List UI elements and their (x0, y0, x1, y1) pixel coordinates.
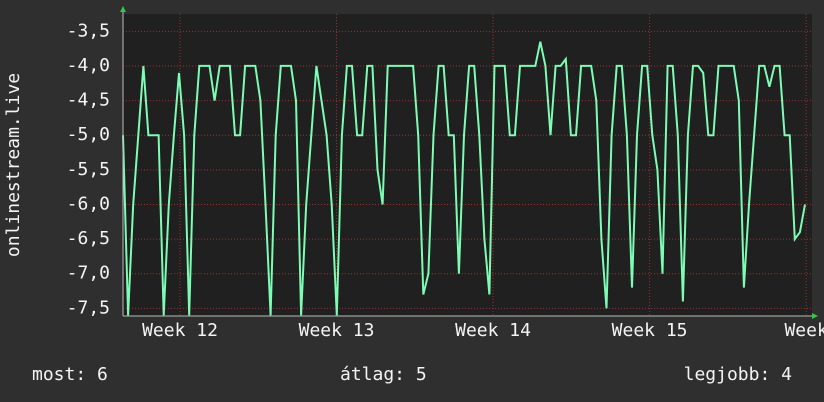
legend-current: most: 6 (32, 364, 108, 385)
y-tick-label: -3,5 (67, 20, 110, 41)
legend-average: átlag: 5 (340, 364, 427, 385)
plot-area (123, 14, 812, 316)
x-arrow (812, 313, 818, 319)
y-axis-label: onlinestream.live (3, 73, 24, 257)
y-tick-label: -7,5 (67, 297, 110, 318)
y-tick-label: -6,0 (67, 193, 110, 214)
y-tick-label: -4,0 (67, 55, 110, 76)
y-tick-label: -5,5 (67, 159, 110, 180)
x-tick-label: Week 14 (455, 320, 531, 341)
y-tick-label: -7,0 (67, 263, 110, 284)
legend-best: legjobb: 4 (684, 364, 792, 385)
x-tick-label: Week 12 (142, 320, 218, 341)
y-tick-label: -5,0 (67, 124, 110, 145)
data-line (122, 41, 806, 316)
y-tick-label: -4,5 (67, 90, 110, 111)
y-tick-label: -6,5 (67, 228, 110, 249)
x-tick-label: Week (784, 320, 824, 341)
y-arrow (120, 6, 126, 12)
x-tick-label: Week 15 (612, 320, 688, 341)
x-tick-label: Week 13 (299, 320, 375, 341)
